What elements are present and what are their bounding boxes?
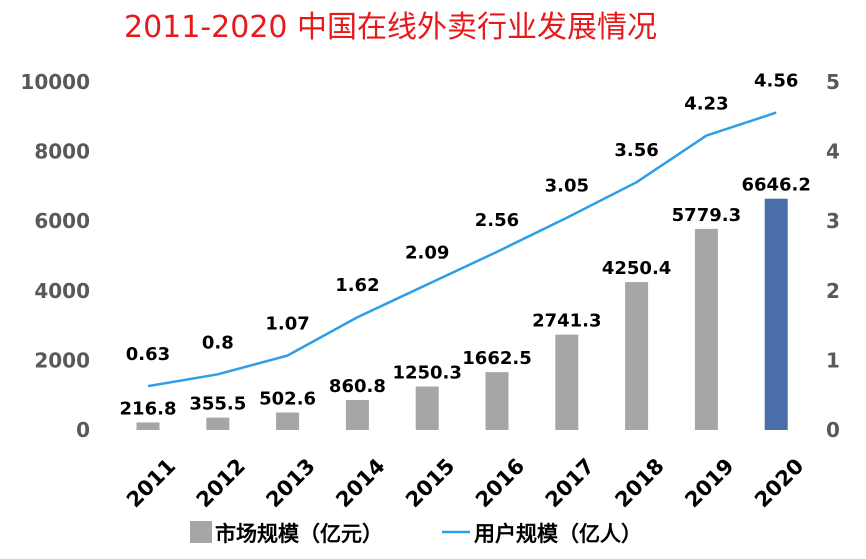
y-left-tick-6000: 6000 xyxy=(34,209,90,233)
bar-2011 xyxy=(136,422,160,430)
x-tick-2015: 2015 xyxy=(401,454,459,512)
legend: 市场规模（亿元） 用户规模（亿人） xyxy=(190,521,642,546)
y-left-tick-8000: 8000 xyxy=(34,140,90,164)
chart-title: 2011-2020 中国在线外卖行业发展情况 xyxy=(124,10,657,45)
bar-label-2018: 4250.4 xyxy=(602,258,671,279)
x-tick-2014: 2014 xyxy=(331,454,389,512)
line-label-2011: 0.63 xyxy=(126,344,170,365)
y-left-tick-0: 0 xyxy=(76,418,90,442)
y-axis-left: 0 2000 4000 6000 8000 10000 xyxy=(20,70,90,442)
bar-label-2013: 502.6 xyxy=(259,389,316,410)
bar-label-2012: 355.5 xyxy=(189,394,246,415)
legend-bar-label: 市场规模（亿元） xyxy=(215,522,383,546)
x-tick-2017: 2017 xyxy=(541,454,599,512)
bar-2017 xyxy=(555,334,579,430)
line-label-2015: 2.09 xyxy=(405,243,449,264)
x-tick-2013: 2013 xyxy=(261,454,319,512)
line-label-2014: 1.62 xyxy=(335,275,379,296)
y-right-tick-4: 4 xyxy=(826,140,840,164)
bar-2013 xyxy=(276,412,300,430)
x-tick-2020: 2020 xyxy=(750,454,808,512)
bar-2015 xyxy=(415,386,439,430)
line-series: 0.63 0.8 1.07 1.62 2.09 2.56 3.05 3.56 4.23 4.56 xyxy=(126,71,798,388)
y-right-tick-1: 1 xyxy=(826,348,840,372)
x-tick-2019: 2019 xyxy=(680,454,738,512)
bar-label-2014: 860.8 xyxy=(329,376,386,397)
y-right-tick-2: 2 xyxy=(826,279,840,303)
bar-label-2011: 216.8 xyxy=(120,398,177,419)
line-label-2018: 3.56 xyxy=(614,140,658,161)
x-axis: 2011 2012 2013 2014 2015 2016 2017 2018 2019 2020 xyxy=(122,454,809,512)
line-label-2017: 3.05 xyxy=(545,176,589,197)
x-tick-2016: 2016 xyxy=(471,454,529,512)
x-tick-2018: 2018 xyxy=(610,454,668,512)
bar-label-2019: 5779.3 xyxy=(672,205,741,226)
x-tick-2012: 2012 xyxy=(192,454,250,512)
bar-label-2016: 1662.5 xyxy=(462,348,531,369)
y-right-tick-5: 5 xyxy=(826,70,840,94)
user-scale-line xyxy=(147,111,777,388)
line-label-2013: 1.07 xyxy=(265,314,309,335)
y-right-tick-3: 3 xyxy=(826,209,840,233)
bar-label-2017: 2741.3 xyxy=(532,311,601,332)
line-label-2019: 4.23 xyxy=(684,94,728,115)
x-tick-2011: 2011 xyxy=(122,454,180,512)
bar-2019 xyxy=(694,228,718,430)
line-label-2016: 2.56 xyxy=(475,210,519,231)
y-left-tick-2000: 2000 xyxy=(34,348,90,372)
y-left-tick-4000: 4000 xyxy=(34,279,90,303)
line-label-2012: 0.8 xyxy=(202,332,234,353)
bar-2018 xyxy=(625,282,649,430)
bar-2020 xyxy=(764,198,788,430)
bar-2014 xyxy=(345,400,369,430)
bar-label-2015: 1250.3 xyxy=(392,362,461,383)
bar-label-2020: 6646.2 xyxy=(741,175,810,196)
legend-line-label: 用户规模（亿人） xyxy=(474,522,642,546)
bar-2012 xyxy=(206,417,230,430)
y-right-tick-0: 0 xyxy=(826,418,840,442)
line-label-2020: 4.56 xyxy=(754,71,798,92)
y-left-tick-10000: 10000 xyxy=(20,70,90,94)
y-axis-right: 0 1 2 3 4 5 xyxy=(826,70,840,442)
bar-2016 xyxy=(485,372,509,430)
legend-bar-swatch xyxy=(190,521,212,543)
